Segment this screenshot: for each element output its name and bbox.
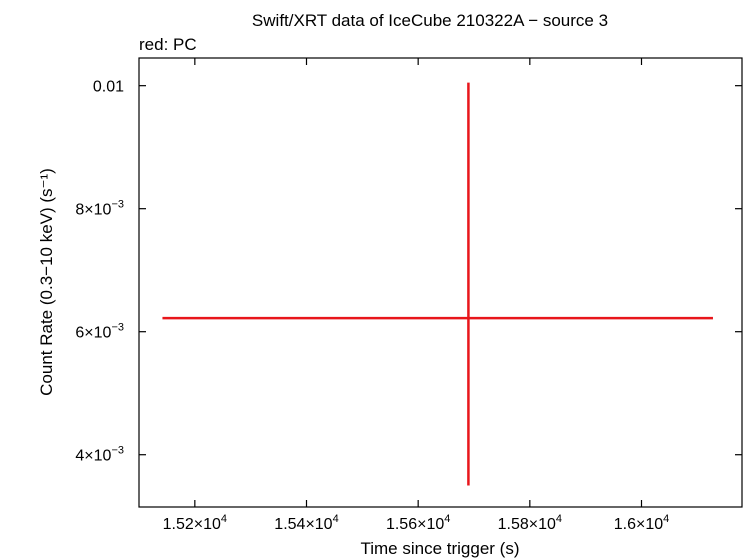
data-series: [162, 82, 713, 486]
y-tick-label: 8×10−3: [75, 199, 124, 219]
x-tick-label: 1.58×104: [498, 513, 562, 533]
x-axis: 1.52×104 1.54×104 1.56×104 1.58×104 1.6×104: [163, 58, 670, 533]
y-axis: 4×10−3 6×10−3 8×10−3 0.01: [75, 79, 742, 465]
y-tick-label: 4×10−3: [75, 445, 124, 465]
plot-frame: [138, 57, 743, 508]
x-tick-label: 1.6×104: [614, 513, 670, 533]
x-tick-label: 1.56×104: [386, 513, 450, 533]
y-tick-label: 6×10−3: [75, 322, 124, 342]
y-tick-label: 0.01: [93, 79, 124, 96]
chart-title: Swift/XRT data of IceCube 210322A − sour…: [252, 11, 608, 30]
chart-subtitle: red: PC: [139, 35, 197, 54]
x-axis-label: Time since trigger (s): [360, 539, 519, 558]
y-axis-label: Count Rate (0.3−10 keV) (s⁻¹): [37, 168, 56, 396]
x-tick-label: 1.54×104: [274, 513, 338, 533]
x-tick-label: 1.52×104: [163, 513, 227, 533]
